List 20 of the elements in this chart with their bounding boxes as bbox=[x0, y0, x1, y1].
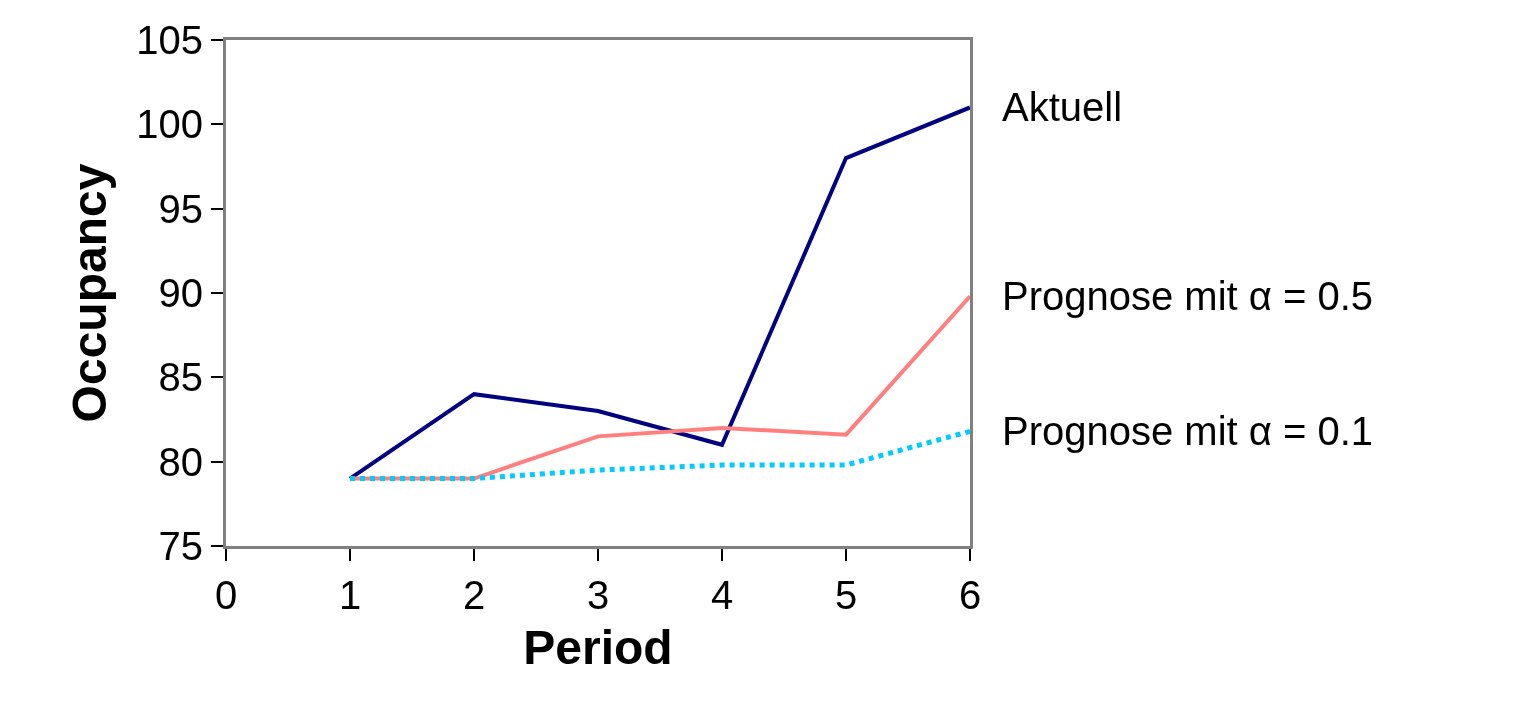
x-tick-label: 6 bbox=[958, 573, 982, 617]
y-tick-label: 90 bbox=[158, 271, 203, 315]
series-label: Aktuell bbox=[1002, 85, 1123, 129]
y-axis-title: Occupancy bbox=[62, 163, 116, 423]
x-tick-label: 2 bbox=[462, 573, 486, 617]
y-tick-label: 100 bbox=[136, 102, 203, 147]
x-axis-title: Period bbox=[523, 621, 673, 675]
y-tick-label: 85 bbox=[158, 355, 203, 400]
y-tick-label: 75 bbox=[158, 524, 203, 568]
y-tick-label: 95 bbox=[158, 186, 203, 231]
y-tick-label: 105 bbox=[136, 18, 203, 62]
x-tick-label: 5 bbox=[834, 573, 858, 617]
x-tick-label: 4 bbox=[710, 573, 734, 617]
series-label: Prognose mit α = 0.5 bbox=[1002, 274, 1374, 318]
y-tick-label: 80 bbox=[158, 439, 203, 484]
x-tick-label: 3 bbox=[586, 573, 610, 617]
line-series bbox=[348, 105, 970, 481]
x-tick-label: 0 bbox=[214, 573, 238, 617]
series-label: Prognose mit α = 0.1 bbox=[1002, 409, 1374, 453]
x-tick-label: 1 bbox=[338, 573, 362, 617]
